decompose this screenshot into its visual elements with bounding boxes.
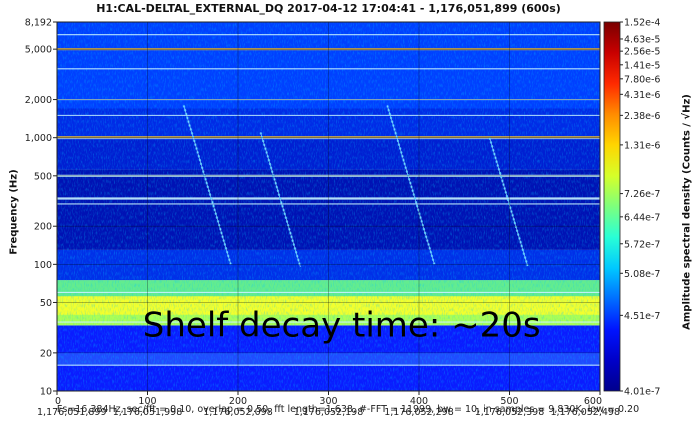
x-tick-label: 100: [138, 396, 156, 407]
y-tick-label: 100: [34, 260, 52, 271]
y-tick-label: 2,000: [25, 95, 52, 106]
colorbar-tick-label: 7.26e-7: [624, 189, 660, 200]
x-tick-label: 200: [229, 396, 247, 407]
colorbar-tick-label: 6.44e-7: [624, 212, 660, 223]
colorbar-scale: [603, 21, 621, 392]
y-tick-label: 50: [40, 298, 52, 309]
y-tick-label: 5,000: [25, 45, 52, 56]
x-tick-label: 500: [500, 396, 518, 407]
colorbar-tick-label: 4.51e-7: [624, 311, 660, 322]
x-tick-gps-label: 1,176,051,998: [113, 407, 183, 418]
colorbar: 1.52e-4 4.63e-5 2.56e-5 1.41e-5 7.80e-6 4.31e…: [603, 18, 660, 398]
x-tick-label: 400: [410, 396, 428, 407]
colorbar-tick-label: 4.63e-5: [624, 34, 660, 45]
y-tick-label: 200: [34, 222, 52, 233]
spectrogram-plot: Shelf decay time: ~20s: [57, 22, 600, 391]
colorbar-tick-label: 5.72e-7: [624, 239, 660, 250]
x-tick-label: 300: [319, 396, 337, 407]
colorbar-tick-label: 4.01e-7: [624, 387, 660, 398]
decay-track: [260, 132, 301, 268]
x-tick-label: 0: [55, 396, 61, 407]
x-tick-gps-label: 1,176,051,899: [37, 407, 107, 418]
x-tick-gps-label: 1,176,052,098: [203, 407, 273, 418]
colorbar-tick-label: 7.80e-6: [624, 74, 660, 85]
chart-title: H1:CAL-DELTAL_EXTERNAL_DQ 2017-04-12 17:…: [96, 2, 561, 15]
axes: 01,176,051,8991001,176,051,9982001,176,0…: [25, 18, 620, 419]
colorbar-tick-label: 2.56e-5: [624, 47, 660, 58]
x-tick-gps-label: 1,176,052,298: [384, 407, 454, 418]
colorbar-tick-label: 1.52e-4: [624, 18, 660, 29]
y-tick-label: 8,192: [25, 18, 52, 29]
decay-track: [183, 105, 232, 265]
x-tick-gps-label: 1,176,052,198: [294, 407, 364, 418]
decay-track: [386, 105, 435, 265]
colorbar-tick-label: 4.31e-6: [624, 90, 660, 101]
x-tick-gps-label: 1,176,052,498: [550, 407, 620, 418]
spectrum-noise: [57, 22, 600, 391]
x-tick-gps-label: 1,176,052,398: [475, 407, 545, 418]
colorbar-tick-label: 5.08e-7: [624, 269, 660, 280]
x-tick-label: 600: [584, 396, 602, 407]
decay-track: [489, 137, 529, 267]
y-tick-label: 500: [34, 171, 52, 182]
fft-parameters: Fs=16,384Hz, sec/fft = 0.10, overlap = 0…: [56, 404, 640, 415]
colorbar-tick-label: 2.38e-6: [624, 111, 660, 122]
y-tick-label: 1,000: [25, 133, 52, 144]
y-tick-label: 20: [40, 348, 52, 359]
decay-annotation: Shelf decay time: ~20s: [143, 305, 541, 345]
colorbar-tick-label: 1.31e-6: [624, 140, 660, 151]
colorbar-tick-label: 1.41e-5: [624, 60, 660, 71]
y-tick-label: 10: [40, 387, 52, 398]
